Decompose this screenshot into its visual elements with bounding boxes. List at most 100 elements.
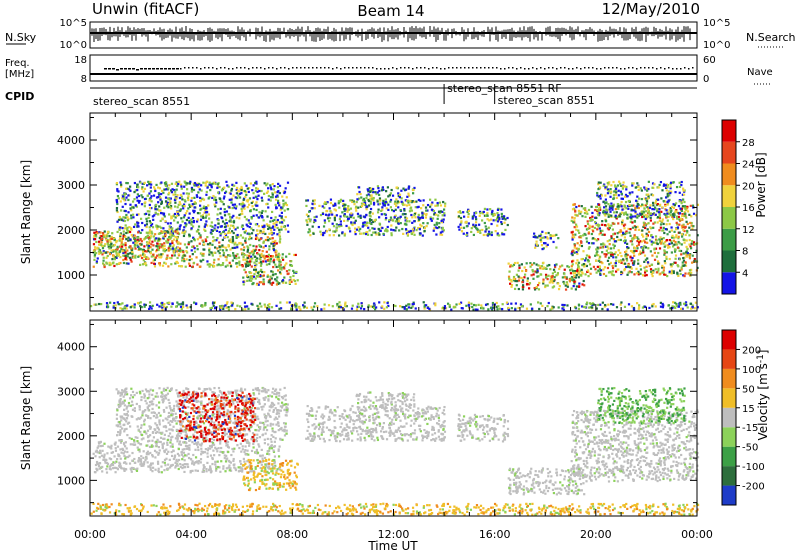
- echo-cell: [390, 229, 392, 231]
- echo-cell: [255, 269, 257, 271]
- echo-cell: [275, 204, 277, 206]
- colorbar-swatch: [722, 142, 736, 164]
- echo-cell: [601, 230, 603, 232]
- echo-cell: [555, 246, 557, 248]
- echo-cell: [322, 234, 324, 236]
- echo-cell: [687, 273, 689, 275]
- echo-cell: [106, 302, 108, 304]
- echo-cell: [479, 230, 481, 232]
- echo-cell: [186, 210, 188, 212]
- echo-cell: [566, 281, 568, 283]
- echo-cell: [275, 256, 277, 258]
- echo-cell: [126, 229, 128, 231]
- echo-cell: [561, 265, 563, 267]
- echo-cell: [636, 215, 638, 217]
- echo-cell: [244, 216, 246, 218]
- freq-dot: [448, 67, 450, 69]
- echo-cell: [197, 186, 199, 188]
- echo-cell: [125, 196, 127, 198]
- echo-cell: [405, 224, 407, 226]
- echo-cell: [276, 266, 278, 268]
- echo-cell: [325, 214, 327, 216]
- echo-cell: [654, 202, 656, 204]
- echo-cell: [275, 216, 277, 218]
- echo-cell: [275, 221, 277, 223]
- freq-dot: [104, 68, 107, 70]
- echo-cell: [661, 189, 663, 191]
- echo-cell: [437, 202, 439, 204]
- echo-cell: [411, 210, 413, 212]
- echo-cell: [634, 229, 636, 231]
- echo-cell: [399, 194, 401, 196]
- freq-dot: [276, 68, 278, 70]
- echo-cell: [279, 240, 281, 242]
- echo-cell: [682, 199, 684, 201]
- echo-cell: [266, 183, 268, 185]
- echo-cell: [306, 214, 308, 216]
- echo-cell: [612, 233, 614, 235]
- echo-cell: [474, 226, 476, 228]
- freq-dot: [404, 67, 406, 69]
- echo-cell: [360, 196, 362, 198]
- echo-cell: [127, 211, 129, 213]
- echo-cell: [195, 256, 197, 258]
- echo-cell: [273, 249, 275, 251]
- echo-cell: [390, 216, 392, 218]
- echo-cell: [140, 232, 142, 234]
- echo-cell: [458, 215, 460, 217]
- echo-cell: [250, 223, 252, 225]
- echo-cell: [217, 192, 219, 194]
- echo-cell: [189, 259, 191, 261]
- echo-cell: [663, 183, 665, 185]
- echo-cell: [463, 227, 465, 229]
- echo-cell: [651, 264, 653, 266]
- echo-cell: [619, 183, 621, 185]
- freq-dot: [464, 67, 466, 69]
- echo-cell: [676, 186, 678, 188]
- echo-cell: [154, 233, 156, 235]
- echo-cell: [604, 194, 606, 196]
- echo-cell: [253, 273, 255, 275]
- echo-cell: [121, 308, 123, 310]
- echo-cell: [558, 268, 560, 270]
- echo-cell: [645, 246, 647, 248]
- echo-cell: [98, 303, 100, 305]
- echo-cell: [333, 234, 335, 236]
- echo-cell: [270, 258, 272, 260]
- echo-cell: [599, 212, 601, 214]
- freq-dot: [644, 67, 646, 69]
- echo-cell: [199, 188, 201, 190]
- echo-cell: [116, 201, 118, 203]
- echo-cell: [236, 253, 238, 255]
- freq-dot: [432, 67, 434, 69]
- echo-cell: [137, 186, 139, 188]
- echo-cell: [692, 255, 694, 257]
- echo-cell: [124, 236, 126, 238]
- echo-cell: [260, 238, 262, 240]
- echo-cell: [412, 189, 414, 191]
- echo-cell: [127, 255, 129, 257]
- echo-cell: [425, 216, 427, 218]
- echo-cell: [414, 216, 416, 218]
- echo-cell: [230, 201, 232, 203]
- echo-cell: [658, 186, 660, 188]
- echo-cell: [184, 199, 186, 201]
- echo-cell: [693, 213, 695, 215]
- echo-cell: [141, 229, 143, 231]
- echo-cell: [676, 222, 678, 224]
- echo-cell: [650, 271, 652, 273]
- echo-cell: [526, 283, 528, 285]
- echo-cell: [268, 226, 270, 228]
- echo-cell: [625, 250, 627, 252]
- echo-cell: [473, 234, 475, 236]
- echo-cell: [228, 206, 230, 208]
- echo-cell: [140, 194, 142, 196]
- echo-cell: [534, 287, 536, 289]
- echo-cell: [287, 208, 289, 210]
- echo-cell: [369, 191, 371, 193]
- echo-cell: [536, 271, 538, 273]
- echo-cell: [686, 230, 688, 232]
- echo-cell: [96, 232, 98, 234]
- echo-cell: [251, 257, 253, 259]
- echo-cell: [434, 224, 436, 226]
